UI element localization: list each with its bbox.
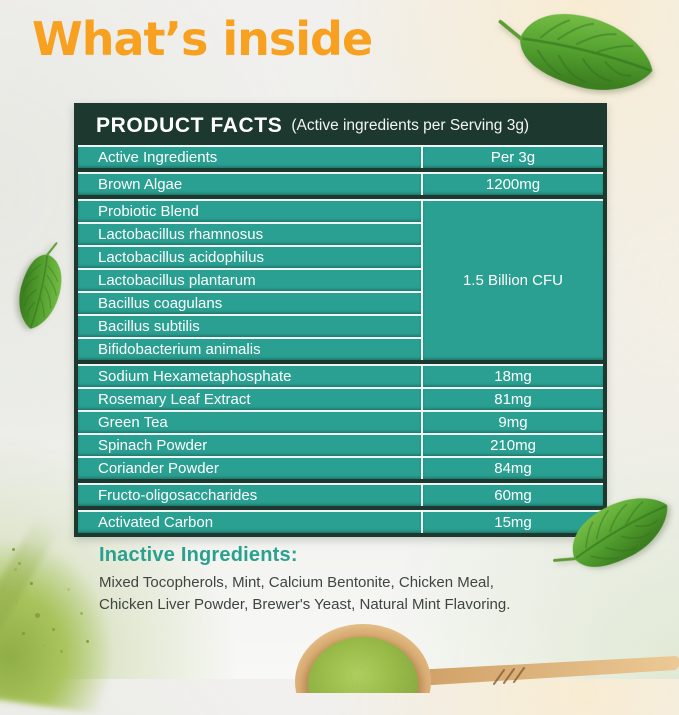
green-powder-speckles-icon — [12, 548, 15, 551]
ingredient-name-cell: Activated Carbon — [78, 510, 423, 533]
ingredient-name-cell: Lactobacillus acidophilus — [78, 245, 423, 268]
ingredient-value-cell: 9mg — [423, 410, 603, 433]
table-row: Bacillus coagulans — [78, 291, 603, 314]
ingredient-name-cell: Probiotic Blend — [78, 199, 423, 222]
ingredient-name-cell: Lactobacillus rhamnosus — [78, 222, 423, 245]
ingredient-name-cell: Coriander Powder — [78, 456, 423, 479]
table-row: Activated Carbon 15mg — [78, 510, 603, 533]
table-row: Lactobacillus rhamnosus — [78, 222, 603, 245]
table-row: Bifidobacterium animalis — [78, 337, 603, 360]
table-row: Sodium Hexametaphosphate 18mg — [78, 364, 603, 387]
product-facts-card: PRODUCT FACTS (Active ingredients per Se… — [74, 103, 607, 537]
ingredient-name-cell: Rosemary Leaf Extract — [78, 387, 423, 410]
product-facts-title: PRODUCT FACTS — [96, 114, 283, 137]
product-facts-header: PRODUCT FACTS (Active ingredients per Se… — [78, 107, 603, 145]
table-row: Rosemary Leaf Extract 81mg — [78, 387, 603, 410]
ingredient-name-cell: Bacillus coagulans — [78, 291, 423, 314]
mint-leaf-middle-left-icon — [7, 235, 75, 337]
ingredient-value-cell: Per 3g — [423, 145, 603, 168]
ingredient-name-cell: Lactobacillus plantarum — [78, 268, 423, 291]
ingredient-value-cell: 15mg — [423, 510, 603, 533]
table-row: Lactobacillus acidophilus — [78, 245, 603, 268]
table-row: Active Ingredients Per 3g — [78, 145, 603, 168]
wooden-spoon-icon — [294, 618, 679, 715]
ingredient-value-cell: 81mg — [423, 387, 603, 410]
ingredient-name-cell: Active Ingredients — [78, 145, 423, 168]
table-row: Bacillus subtilis — [78, 314, 603, 337]
ingredient-name-cell: Bifidobacterium animalis — [78, 337, 423, 360]
inactive-ingredients-text: Mixed Tocopherols, Mint, Calcium Bentoni… — [99, 574, 511, 613]
table-row: Lactobacillus plantarum — [78, 268, 603, 291]
page-title: What’s inside — [32, 12, 373, 66]
mint-leaf-top-right-icon — [484, 0, 668, 112]
ingredient-name-cell: Spinach Powder — [78, 433, 423, 456]
table-row: Fructo-oligosaccharides 60mg — [78, 483, 603, 506]
spoon-handle — [414, 656, 679, 686]
inactive-ingredients-heading: Inactive Ingredients: — [99, 544, 298, 566]
product-facts-subtitle: (Active ingredients per Serving 3g) — [291, 117, 530, 134]
ingredient-name-cell: Brown Algae — [78, 172, 423, 195]
ingredient-value-cell: 210mg — [423, 433, 603, 456]
ingredient-name-cell: Sodium Hexametaphosphate — [78, 364, 423, 387]
ingredient-value-cell: 60mg — [423, 483, 603, 506]
product-facts-table: Active Ingredients Per 3g Brown Algae 1200m… — [78, 145, 603, 533]
table-row: Coriander Powder 84mg — [78, 456, 603, 479]
inactive-ingredients-section: Inactive Ingredients: Mixed Tocopherols,… — [99, 544, 589, 616]
ingredient-value-cell: 18mg — [423, 364, 603, 387]
ingredient-value-cell: 1200mg — [423, 172, 603, 195]
table-row: Brown Algae 1200mg — [78, 172, 603, 195]
ingredient-value-cell: 84mg — [423, 456, 603, 479]
table-row: Spinach Powder 210mg — [78, 433, 603, 456]
table-row: Green Tea 9mg — [78, 410, 603, 433]
ingredient-name-cell: Green Tea — [78, 410, 423, 433]
table-row: Probiotic Blend 1.5 Billion CFU — [78, 199, 603, 360]
ingredient-value-cell: 1.5 Billion CFU — [423, 199, 603, 360]
ingredient-name-cell: Bacillus subtilis — [78, 314, 423, 337]
ingredient-name-cell: Fructo-oligosaccharides — [78, 483, 423, 506]
